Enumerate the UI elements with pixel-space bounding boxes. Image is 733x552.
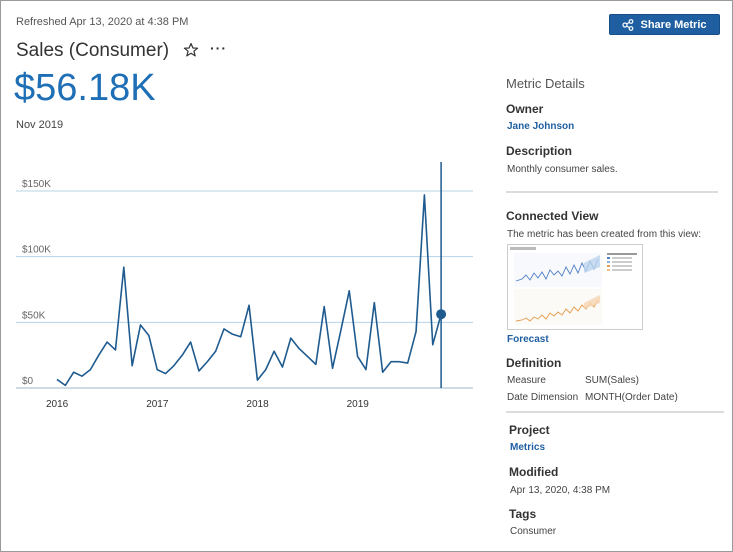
data-point [98, 354, 100, 356]
data-point [198, 370, 200, 372]
x-tick-label: 2019 [347, 399, 370, 410]
highlight-point [436, 309, 447, 320]
sales-line-chart[interactable]: $0 $50K $100K $150K 2016 2017 2018 2019 [0, 150, 480, 420]
data-point [190, 341, 192, 343]
data-point [165, 373, 167, 375]
y-tick-label: $100K [22, 245, 51, 256]
data-point [332, 367, 334, 369]
share-metric-label: Share Metric [640, 18, 707, 31]
tags-label: Tags [509, 507, 537, 521]
data-point [114, 349, 116, 351]
data-point [398, 361, 400, 363]
x-tick-label: 2016 [46, 399, 69, 410]
y-tick-label: $150K [22, 179, 51, 190]
data-point [307, 355, 309, 357]
divider [506, 411, 724, 413]
data-point [348, 290, 350, 292]
data-point [273, 350, 275, 352]
project-link[interactable]: Metrics [510, 442, 546, 453]
data-point [265, 369, 267, 371]
more-horizontal-icon[interactable]: ··· [210, 40, 227, 56]
data-point [365, 369, 367, 371]
definition-value-date: MONTH(Order Date) [585, 392, 678, 403]
description-label: Description [506, 144, 573, 158]
data-point [56, 378, 58, 380]
data-point [106, 341, 108, 343]
share-nodes-icon [622, 18, 634, 31]
forecast-link[interactable]: Forecast [507, 334, 549, 345]
x-tick-label: 2018 [246, 399, 269, 410]
metric-details-title: Metric Details [506, 76, 585, 91]
data-point [131, 365, 133, 367]
connected-view-text: The metric has been created from this vi… [507, 229, 701, 240]
data-point [240, 336, 242, 338]
data-point [256, 379, 258, 381]
refreshed-text: Refreshed Apr 13, 2020 at 4:38 PM [16, 16, 189, 28]
data-point [323, 306, 325, 308]
data-point [181, 354, 183, 356]
data-point [423, 194, 425, 196]
modified-text: Apr 13, 2020, 4:38 PM [510, 485, 611, 496]
connected-view-label: Connected View [506, 209, 599, 223]
modified-label: Modified [509, 465, 559, 479]
data-point [215, 350, 217, 352]
data-point [123, 266, 125, 268]
data-point [290, 337, 292, 339]
owner-label: Owner [506, 102, 544, 116]
data-point [173, 365, 175, 367]
data-point [64, 384, 66, 386]
data-point [81, 375, 83, 377]
project-label: Project [509, 423, 550, 437]
x-tick-label: 2017 [146, 399, 169, 410]
data-point [432, 344, 434, 346]
owner-link[interactable]: Jane Johnson [507, 121, 575, 132]
y-tick-label: $0 [22, 376, 34, 387]
definition-label: Definition [506, 356, 562, 370]
data-point [281, 366, 283, 368]
data-point [206, 361, 208, 363]
series-line [56, 194, 442, 387]
data-point [382, 371, 384, 373]
data-point [140, 324, 142, 326]
metric-title: Sales (Consumer) [16, 40, 170, 61]
data-point [89, 369, 91, 371]
tags-text: Consumer [510, 526, 557, 537]
metric-period: Nov 2019 [16, 119, 64, 131]
definition-value-measure: SUM(Sales) [585, 375, 639, 386]
forecast-thumbnail-image [510, 247, 637, 325]
data-point [223, 328, 225, 330]
metric-value: $56.18K [14, 67, 156, 109]
share-metric-button[interactable]: Share Metric [609, 14, 720, 35]
forecast-thumbnail[interactable] [507, 244, 643, 330]
definition-key-date: Date Dimension [507, 392, 579, 403]
data-point [231, 333, 233, 335]
data-point [415, 331, 417, 333]
data-point [73, 371, 75, 373]
definition-key-measure: Measure [507, 375, 546, 386]
data-point [298, 348, 300, 350]
data-point [148, 334, 150, 336]
data-point [315, 363, 317, 365]
data-point [340, 329, 342, 331]
data-point [156, 369, 158, 371]
data-point [373, 302, 375, 304]
star-outline-icon[interactable] [183, 42, 199, 58]
data-point [357, 355, 359, 357]
y-tick-label: $50K [22, 310, 46, 321]
description-text: Monthly consumer sales. [507, 164, 618, 175]
divider [506, 191, 718, 193]
data-point [390, 361, 392, 363]
data-point [407, 362, 409, 364]
data-point [248, 304, 250, 306]
